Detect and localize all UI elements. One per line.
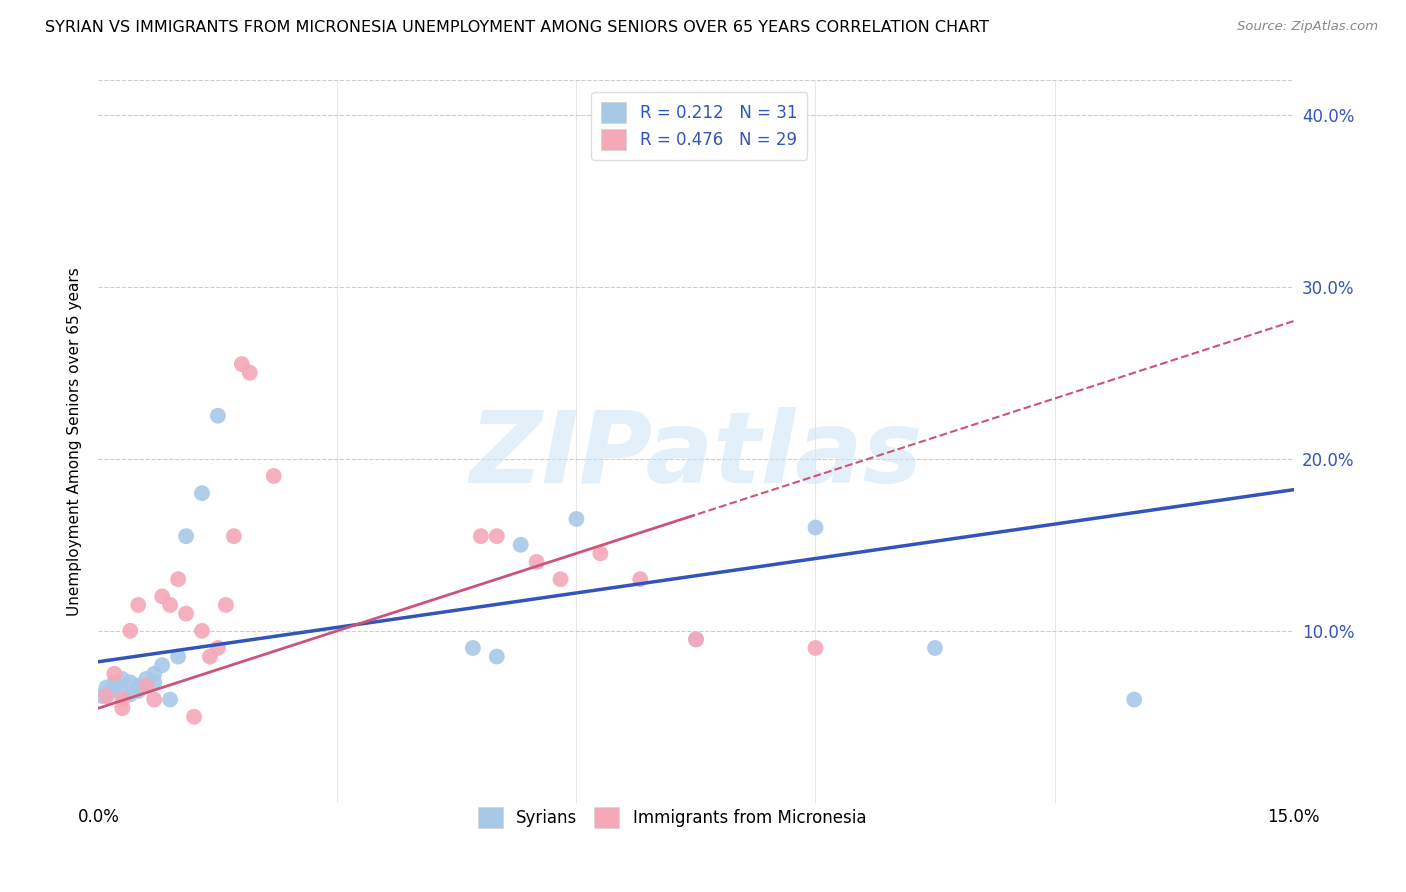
- Point: [159, 598, 181, 612]
- Point: [159, 692, 181, 706]
- Point: [98, 684, 122, 698]
- Point: [135, 679, 157, 693]
- Point: [550, 572, 572, 586]
- Point: [150, 590, 173, 604]
- Point: [804, 520, 827, 534]
- Point: [127, 598, 149, 612]
- Point: [103, 679, 125, 693]
- Point: [111, 686, 134, 700]
- Point: [215, 598, 238, 612]
- Point: [685, 632, 707, 647]
- Point: [470, 529, 492, 543]
- Point: [461, 640, 484, 655]
- Point: [231, 357, 253, 371]
- Point: [150, 658, 173, 673]
- Point: [207, 409, 229, 423]
- Point: [174, 529, 197, 543]
- Point: [120, 675, 142, 690]
- Point: [804, 640, 827, 655]
- Point: [127, 679, 149, 693]
- Point: [91, 689, 114, 703]
- Point: [509, 538, 531, 552]
- Point: [167, 649, 190, 664]
- Point: [183, 710, 205, 724]
- Point: [222, 529, 245, 543]
- Point: [1123, 692, 1146, 706]
- Point: [526, 555, 548, 569]
- Point: [120, 624, 142, 638]
- Point: [96, 687, 118, 701]
- Point: [135, 679, 157, 693]
- Text: ZIPatlas: ZIPatlas: [470, 408, 922, 505]
- Point: [924, 640, 946, 655]
- Point: [96, 689, 118, 703]
- Point: [111, 701, 134, 715]
- Point: [167, 572, 190, 586]
- Point: [127, 684, 149, 698]
- Point: [685, 632, 707, 647]
- Point: [111, 672, 134, 686]
- Point: [485, 649, 508, 664]
- Point: [198, 649, 221, 664]
- Text: SYRIAN VS IMMIGRANTS FROM MICRONESIA UNEMPLOYMENT AMONG SENIORS OVER 65 YEARS CO: SYRIAN VS IMMIGRANTS FROM MICRONESIA UNE…: [45, 20, 988, 35]
- Point: [485, 529, 508, 543]
- Point: [565, 512, 588, 526]
- Legend: Syrians, Immigrants from Micronesia: Syrians, Immigrants from Micronesia: [471, 800, 873, 834]
- Point: [207, 640, 229, 655]
- Point: [143, 666, 166, 681]
- Point: [239, 366, 262, 380]
- Point: [174, 607, 197, 621]
- Point: [120, 687, 142, 701]
- Text: Source: ZipAtlas.com: Source: ZipAtlas.com: [1237, 20, 1378, 33]
- Point: [191, 486, 214, 500]
- Point: [135, 672, 157, 686]
- Y-axis label: Unemployment Among Seniors over 65 years: Unemployment Among Seniors over 65 years: [67, 268, 83, 615]
- Point: [103, 675, 125, 690]
- Point: [111, 692, 134, 706]
- Point: [628, 572, 651, 586]
- Point: [143, 675, 166, 690]
- Point: [263, 469, 285, 483]
- Point: [191, 624, 214, 638]
- Point: [589, 546, 612, 560]
- Point: [96, 681, 118, 695]
- Point: [103, 666, 125, 681]
- Point: [143, 692, 166, 706]
